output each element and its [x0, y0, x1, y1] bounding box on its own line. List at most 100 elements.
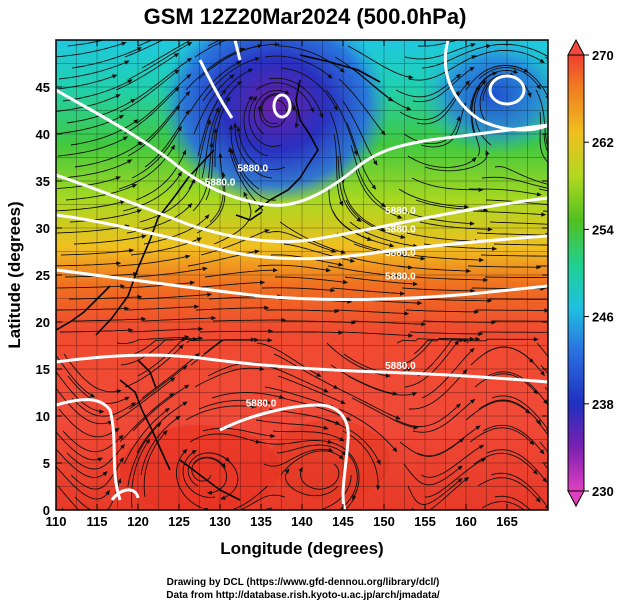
streamline-arrow [479, 257, 485, 263]
streamline-arrow [334, 309, 340, 314]
contour-label: 5880.0 [385, 248, 416, 259]
streamline [325, 89, 357, 154]
streamline [203, 339, 270, 355]
streamline-arrow [232, 122, 238, 128]
streamline [263, 448, 331, 467]
streamline-arrow [162, 430, 168, 436]
streamline [539, 111, 548, 163]
contour-label: 5880.0 [385, 206, 416, 217]
footer-data-source: Data from http://database.rish.kyoto-u.a… [166, 590, 440, 601]
y-axis-label: Latitude (degrees) [5, 201, 24, 348]
streamline-arrow [274, 42, 280, 47]
streamline-arrow [454, 90, 460, 96]
x-tick-label: 120 [127, 514, 149, 529]
streamline-arrow [481, 80, 487, 86]
streamline-arrow [585, 541, 590, 546]
streamline-arrow [177, 171, 182, 177]
streamline-arrow [284, 90, 290, 95]
streamline [300, 463, 340, 490]
streamline [143, 431, 166, 498]
streamline-arrow [122, 136, 129, 141]
streamline-arrow [483, 277, 489, 283]
streamline-arrow [602, 451, 607, 456]
streamline [469, 427, 533, 444]
streamline-arrow [267, 338, 273, 343]
streamline [141, 354, 198, 399]
streamline-arrow [260, 280, 266, 285]
x-tick-label: 140 [291, 514, 313, 529]
streamline-arrow [614, 308, 619, 312]
streamline-arrow [356, 217, 362, 223]
streamline [142, 317, 214, 322]
contour-label: 5880.0 [205, 178, 236, 189]
x-tick-label: 125 [168, 514, 190, 529]
streamline [209, 155, 224, 223]
streamline-arrow [406, 367, 413, 372]
streamline [412, 400, 474, 433]
streamline [494, 166, 548, 185]
streamline-arrow [392, 447, 398, 453]
streamline-arrow [127, 79, 133, 84]
streamline-arrow [221, 463, 226, 469]
y-tick-label: 25 [36, 268, 50, 283]
streamline-arrow [224, 457, 231, 462]
streamline [556, 200, 619, 204]
streamline [264, 386, 333, 408]
streamline-arrow [97, 457, 104, 462]
streamline [414, 276, 486, 281]
streamline-arrow [201, 33, 206, 37]
streamline [57, 485, 80, 510]
streamline [238, 494, 286, 510]
x-tick-label: 135 [250, 514, 272, 529]
streamline-arrow [338, 262, 344, 267]
colorbar-tick-label: 262 [592, 135, 614, 150]
streamline-arrow [606, 264, 611, 268]
streamline-arrow [102, 471, 108, 477]
streamline-arrow [265, 400, 272, 405]
streamline [257, 264, 329, 271]
streamline-arrow [134, 29, 140, 33]
streamline-arrow [254, 57, 261, 62]
streamline-arrow [421, 322, 427, 327]
streamline [341, 177, 384, 231]
streamline-arrow [395, 415, 401, 420]
streamline [406, 232, 477, 242]
streamline [329, 111, 344, 181]
streamline [193, 457, 228, 494]
streamline-arrow [542, 477, 548, 483]
streamline-arrow [186, 42, 193, 47]
streamline [56, 285, 123, 289]
streamline [56, 75, 115, 90]
streamline [117, 255, 188, 267]
streamline-arrow [141, 234, 147, 239]
streamline [417, 40, 460, 47]
streamline-arrow [316, 372, 322, 377]
streamline-arrow [492, 246, 498, 251]
streamline [410, 254, 482, 261]
streamline [58, 61, 128, 80]
streamline [281, 67, 337, 109]
streamline [212, 319, 284, 322]
streamline-arrow [207, 292, 213, 297]
streamline-arrow [228, 124, 234, 130]
x-axis-label: Longitude (degrees) [220, 539, 383, 558]
streamline-arrow [115, 176, 122, 181]
streamline [342, 100, 377, 164]
streamline-arrow [474, 309, 480, 315]
streamline-arrow [464, 204, 470, 209]
streamline [476, 232, 548, 236]
x-tick-label: 130 [209, 514, 231, 529]
streamline [404, 342, 458, 388]
streamline-arrow [130, 98, 136, 104]
streamline-arrow [400, 291, 406, 296]
streamline-arrow [561, 319, 566, 323]
colorbar-tick-label: 254 [592, 222, 614, 237]
streamline-arrow [471, 55, 477, 60]
streamline-arrow [124, 306, 130, 311]
streamline [205, 485, 269, 510]
streamline-arrow [108, 522, 113, 527]
streamline [350, 144, 384, 206]
y-tick-label: 20 [36, 315, 50, 330]
streamline-arrow [218, 152, 223, 158]
streamline-arrow [606, 549, 611, 554]
